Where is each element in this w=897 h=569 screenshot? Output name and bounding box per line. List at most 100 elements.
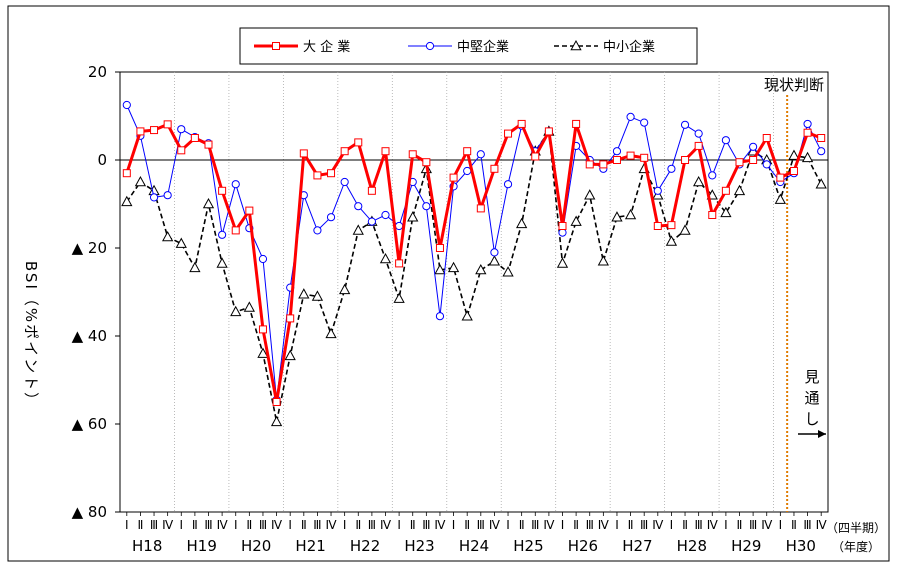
data-point (202, 197, 215, 209)
data-point (653, 186, 662, 195)
data-point (395, 221, 404, 231)
data-point (572, 119, 581, 128)
data-point (694, 141, 703, 150)
x-quarter-label: Ⅲ (749, 518, 757, 532)
data-point (817, 147, 826, 156)
x-quarter-label: Ⅱ (246, 518, 252, 532)
data-point (299, 149, 308, 158)
data-point (257, 347, 269, 358)
data-point (381, 210, 390, 220)
data-point (435, 244, 444, 252)
data-point (258, 325, 267, 334)
series-line (126, 130, 822, 423)
data-point (667, 221, 676, 230)
data-point (379, 252, 392, 264)
x-quarter-label: Ⅱ (137, 518, 143, 532)
data-point (136, 127, 145, 136)
data-point (327, 169, 336, 178)
data-point (354, 202, 363, 211)
x-quarter-label: Ⅱ (355, 518, 361, 532)
legend-label: 大 企 業 (303, 39, 350, 55)
data-point (626, 151, 635, 160)
data-point (721, 186, 730, 195)
data-point (204, 140, 213, 149)
x-year-label: H25 (513, 537, 543, 555)
series-3 (121, 125, 827, 427)
data-point (667, 164, 676, 173)
legend-item: 大 企 業 (254, 39, 350, 55)
data-point (803, 128, 812, 137)
data-point (447, 261, 460, 273)
series-2 (122, 100, 826, 404)
data-point (313, 226, 322, 235)
data-point (749, 156, 758, 164)
data-point (735, 158, 744, 167)
data-point (449, 173, 458, 182)
x-quarter-label: Ⅰ (615, 518, 619, 532)
x-quarter-label: Ⅲ (204, 518, 212, 532)
data-point (381, 147, 390, 156)
legend-items: 大 企 業 中堅企業 中小企業 (254, 39, 655, 55)
data-point (599, 160, 608, 169)
data-point (395, 259, 404, 268)
x-quarter-label: Ⅱ (682, 518, 688, 532)
outlook-label: 見 通 し (804, 368, 819, 428)
x-quarter-label: Ⅱ (791, 518, 797, 532)
x-year-label: H26 (568, 537, 598, 555)
data-point (475, 263, 487, 275)
data-point (134, 175, 147, 187)
data-point (490, 164, 499, 173)
x-year-label: H29 (731, 537, 761, 555)
data-point (653, 222, 662, 230)
data-point (189, 261, 201, 273)
x-quarter-label: Ⅲ (803, 518, 811, 532)
x-axis-quarter-unit: （四半期） (826, 521, 886, 535)
data-point (694, 129, 703, 138)
data-point (749, 142, 758, 151)
y-tick-label: ▲ 40 (72, 327, 107, 345)
x-quarter-label: Ⅰ (561, 518, 565, 532)
data-point (284, 349, 296, 361)
x-quarter-label: Ⅱ (519, 518, 525, 532)
data-point (218, 230, 227, 239)
current-judgement-label: 現状判断 (764, 76, 824, 94)
x-year-label: H30 (786, 537, 816, 555)
data-point (216, 257, 228, 268)
data-point (611, 211, 623, 222)
data-point (463, 166, 472, 176)
legend-item: 中堅企業 (408, 39, 509, 55)
x-quarter-label: Ⅱ (192, 518, 198, 532)
data-point (502, 266, 514, 277)
data-point (788, 149, 800, 160)
outlook-char-3: し (804, 410, 819, 428)
x-quarter-label: Ⅳ (217, 518, 228, 532)
data-point (313, 171, 322, 180)
x-quarter-label: Ⅳ (652, 518, 663, 532)
data-point (367, 186, 376, 195)
outlook-arrow (798, 430, 826, 438)
x-quarter-label: Ⅰ (452, 518, 456, 532)
outer-frame (7, 5, 890, 562)
data-point (230, 305, 242, 317)
data-point (311, 290, 324, 301)
data-point (503, 180, 513, 189)
data-point (150, 126, 159, 135)
legend-label: 中小企業 (603, 39, 655, 55)
legend: 大 企 業 中堅企業 中小企業 (239, 27, 698, 65)
x-quarter-label: Ⅱ (301, 518, 307, 532)
x-quarter-label: Ⅳ (162, 518, 173, 532)
data-point (163, 191, 172, 200)
x-quarter-label: Ⅲ (368, 518, 376, 532)
y-axis-title: BSI（%ポイント） (22, 261, 40, 409)
plot-area: 200▲ 20▲ 40▲ 60▲ 80Ⅰ Ⅱ Ⅲ Ⅳ Ⅰ Ⅱ Ⅲ Ⅳ Ⅰ Ⅱ Ⅲ Ⅳ Ⅰ Ⅱ Ⅲ Ⅳ Ⅰ Ⅱ Ⅲ Ⅳ Ⅰ… (72, 63, 829, 555)
data-point (461, 310, 473, 321)
data-point (339, 283, 351, 295)
data-point (121, 195, 133, 207)
x-quarter-label: Ⅳ (816, 518, 827, 532)
data-point (708, 211, 717, 219)
data-point (434, 263, 446, 275)
data-point (803, 119, 812, 129)
series-line (126, 104, 822, 401)
data-point (325, 327, 337, 339)
x-year-label: H19 (187, 537, 217, 555)
